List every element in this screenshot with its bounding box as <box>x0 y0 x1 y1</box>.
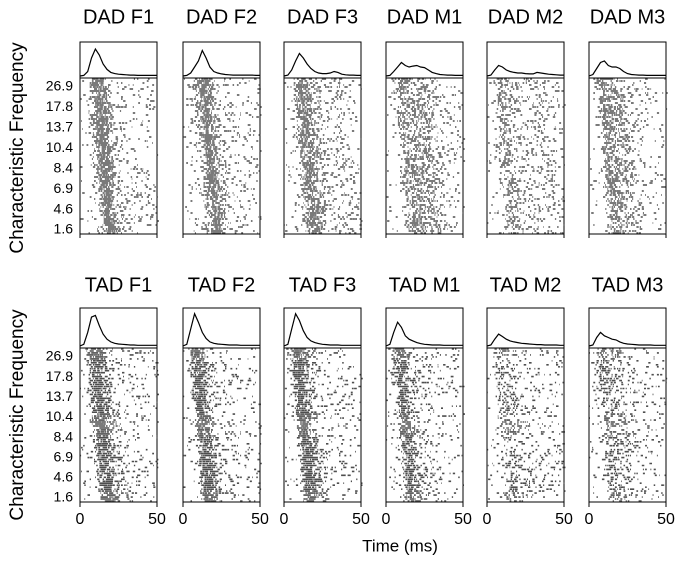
panel-title: DAD M1 <box>387 6 463 28</box>
raster-texture <box>590 78 668 234</box>
raster-texture <box>487 78 566 234</box>
raster-texture <box>80 78 159 234</box>
raster-frame <box>588 347 667 503</box>
panel-title: DAD F3 <box>287 6 358 28</box>
psth-line <box>486 333 564 347</box>
psth-frame <box>588 41 667 79</box>
x-tick-label: 0 <box>76 511 85 528</box>
x-tick-label: 0 <box>382 511 391 528</box>
y-tick-label: 26.9 <box>46 348 73 364</box>
psth-line <box>283 52 361 77</box>
raster-texture <box>487 348 566 502</box>
y-tick-label: 6.9 <box>54 448 74 464</box>
raster-frame <box>283 77 362 235</box>
y-tick-label: 8.4 <box>54 428 74 444</box>
psth-frame <box>486 307 565 349</box>
x-tick-label: 50 <box>555 511 573 528</box>
raster-texture <box>386 78 466 234</box>
y-tick-label: 10.4 <box>46 139 73 155</box>
y-tick-label: 1.6 <box>54 489 74 505</box>
psth-frame <box>385 41 464 79</box>
psth-line <box>182 49 260 77</box>
psth-line <box>385 320 463 347</box>
panel-title: DAD F1 <box>83 6 154 28</box>
panel-title: TAD M3 <box>592 274 664 296</box>
raster-frame <box>486 77 565 235</box>
raster-texture <box>386 348 465 502</box>
psth-frame <box>79 307 158 349</box>
y-tick-label: 10.4 <box>46 408 73 424</box>
psth-frame <box>182 41 261 79</box>
raster-texture <box>183 78 262 234</box>
psth-frame <box>385 307 464 349</box>
raster-frame <box>486 347 565 503</box>
x-tick-label: 0 <box>483 511 492 528</box>
y-tick-label: 17.8 <box>46 368 73 384</box>
x-tick-label: 50 <box>454 511 472 528</box>
raster-texture <box>589 348 668 502</box>
y-tick-label: 4.6 <box>54 469 74 485</box>
x-tick-label: 50 <box>251 511 269 528</box>
raster-frame <box>385 347 464 503</box>
psth-line <box>588 331 666 347</box>
raster-frame <box>79 347 158 503</box>
y-tick-label: 6.9 <box>54 180 74 196</box>
psth-line <box>385 61 463 77</box>
psth-line <box>283 312 361 347</box>
panel-title: TAD F2 <box>188 274 255 296</box>
raster-frame <box>182 347 261 503</box>
x-tick-label: 50 <box>148 511 166 528</box>
raster-texture <box>183 348 262 502</box>
y-tick-label: 26.9 <box>46 78 73 94</box>
y-tick-label: 1.6 <box>54 221 74 237</box>
psth-frame <box>486 41 565 79</box>
psth-line <box>79 314 157 347</box>
y-axis-label: Characteristic Frequency <box>7 309 28 521</box>
x-tick-label: 0 <box>179 511 188 528</box>
psth-line <box>79 47 157 77</box>
y-tick-label: 8.4 <box>54 159 74 175</box>
panel-title: DAD M3 <box>590 6 666 28</box>
psth-line <box>486 64 564 77</box>
y-axis-label: Characteristic Frequency <box>7 42 28 254</box>
panel-title: DAD F2 <box>186 6 257 28</box>
x-tick-label: 0 <box>280 511 289 528</box>
x-tick-label: 50 <box>657 511 675 528</box>
x-axis-label: Time (ms) <box>362 536 438 555</box>
y-tick-label: 17.8 <box>46 98 73 114</box>
panel-title: TAD F3 <box>289 274 356 296</box>
y-tick-label: 4.6 <box>54 200 74 216</box>
psth-frame <box>588 307 667 349</box>
raster-frame <box>283 347 362 503</box>
x-tick-label: 0 <box>585 511 594 528</box>
raster-frame <box>385 77 464 235</box>
panel-title: TAD M1 <box>389 274 461 296</box>
raster-texture <box>80 348 159 502</box>
raster-frame <box>182 77 261 235</box>
psth-line <box>588 60 666 77</box>
y-tick-label: 13.7 <box>46 388 73 404</box>
raster-texture <box>284 78 363 234</box>
y-tick-label: 13.7 <box>46 119 73 135</box>
panel-title: TAD M2 <box>490 274 562 296</box>
raster-frame <box>588 77 667 235</box>
panel-title: TAD F1 <box>85 274 152 296</box>
panel-title: DAD M2 <box>488 6 564 28</box>
raster-frame <box>79 77 158 235</box>
psth-line <box>182 311 260 347</box>
raster-texture <box>284 348 363 502</box>
x-tick-label: 50 <box>352 511 370 528</box>
